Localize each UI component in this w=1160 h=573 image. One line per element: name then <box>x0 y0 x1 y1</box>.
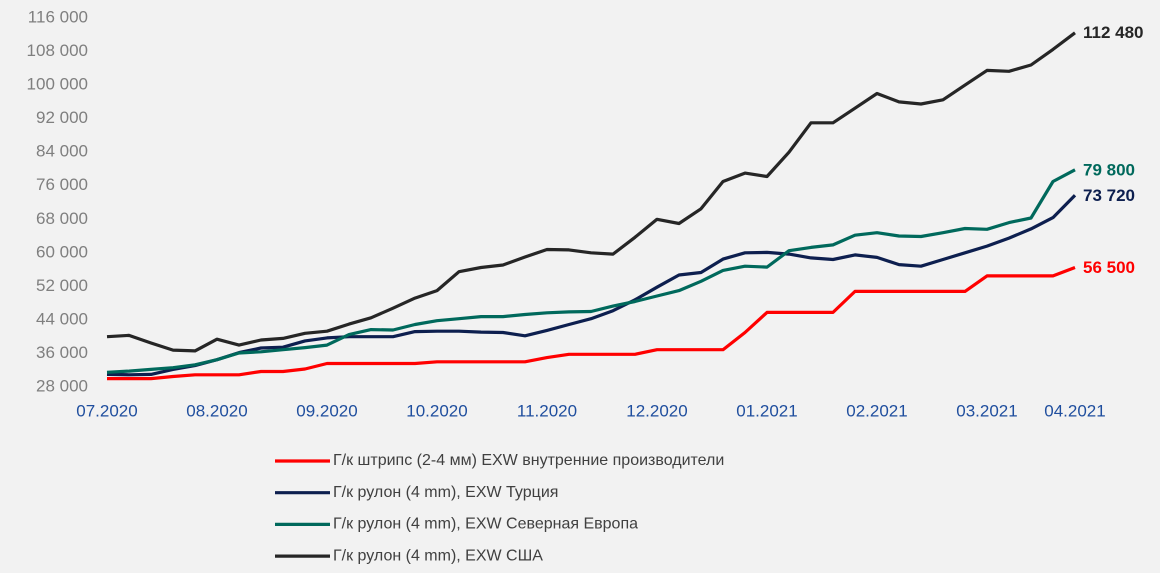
series-line <box>106 194 1077 377</box>
x-tick-label: 01.2021 <box>736 401 797 420</box>
value-label: 79 800 <box>1083 160 1135 179</box>
legend-label: Г/к штрипс (2-4 мм) EXW внутренние произ… <box>333 452 724 469</box>
y-tick-label: 108 000 <box>27 41 88 60</box>
series-line <box>106 168 1076 374</box>
y-tick-label: 52 000 <box>36 276 88 295</box>
x-tick-label: 07.2020 <box>76 401 137 420</box>
value-label: 112 480 <box>1083 23 1144 42</box>
y-tick-label: 92 000 <box>36 108 88 127</box>
x-tick-label: 09.2020 <box>296 401 357 420</box>
y-tick-label: 84 000 <box>36 142 88 161</box>
y-tick-label: 36 000 <box>36 343 88 362</box>
x-tick-label: 04.2021 <box>1044 401 1105 420</box>
y-tick-label: 68 000 <box>36 209 88 228</box>
series-line <box>107 266 1076 381</box>
series-line <box>106 31 1076 353</box>
legend-label: Г/к рулон (4 mm), EXW Северная Европа <box>333 516 638 533</box>
legend-label: Г/к рулон (4 mm), EXW США <box>333 547 543 564</box>
y-tick-label: 76 000 <box>36 175 88 194</box>
y-tick-label: 44 000 <box>36 309 88 328</box>
y-tick-label: 100 000 <box>27 75 88 94</box>
legend-label: Г/к рулон (4 mm), EXW Турция <box>333 484 558 501</box>
x-tick-label: 12.2020 <box>626 401 687 420</box>
x-tick-label: 11.2020 <box>517 401 577 420</box>
x-tick-label: 02.2021 <box>846 401 907 420</box>
x-tick-label: 08.2020 <box>186 401 247 420</box>
x-tick-label: 03.2021 <box>956 401 1017 420</box>
y-tick-label: 116 000 <box>28 7 88 26</box>
value-label: 73 720 <box>1083 186 1135 205</box>
value-label: 56 500 <box>1083 258 1135 277</box>
x-tick-label: 10.2020 <box>406 401 467 420</box>
y-tick-label: 60 000 <box>36 242 88 261</box>
y-tick-label: 28 000 <box>36 376 88 395</box>
